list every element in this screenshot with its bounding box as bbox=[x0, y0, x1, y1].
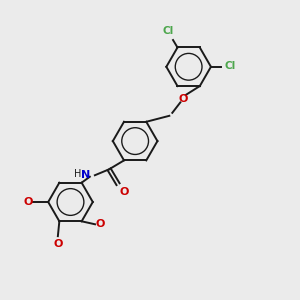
Text: Cl: Cl bbox=[224, 61, 236, 71]
Text: O: O bbox=[53, 238, 62, 248]
Text: N: N bbox=[81, 170, 90, 180]
Text: O: O bbox=[178, 94, 188, 104]
Text: Cl: Cl bbox=[163, 26, 174, 36]
Text: H: H bbox=[74, 169, 81, 179]
Text: O: O bbox=[23, 197, 33, 207]
Text: O: O bbox=[96, 219, 105, 229]
Text: O: O bbox=[119, 187, 129, 197]
